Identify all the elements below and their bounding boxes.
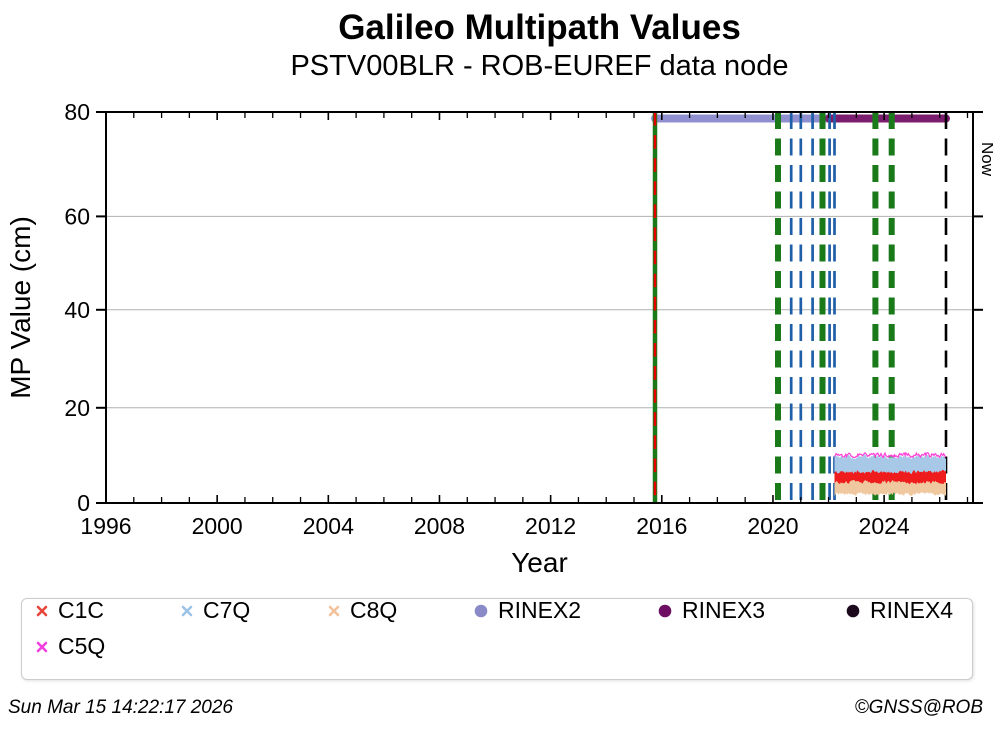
svg-text:RINEX4: RINEX4 — [870, 597, 953, 623]
svg-text:C1C: C1C — [58, 597, 104, 623]
svg-text:RINEX3: RINEX3 — [682, 597, 765, 623]
svg-text:C7Q: C7Q — [203, 597, 250, 623]
svg-text:C5Q: C5Q — [58, 633, 105, 659]
svg-text:C8Q: C8Q — [350, 597, 397, 623]
svg-text:RINEX2: RINEX2 — [498, 597, 581, 623]
